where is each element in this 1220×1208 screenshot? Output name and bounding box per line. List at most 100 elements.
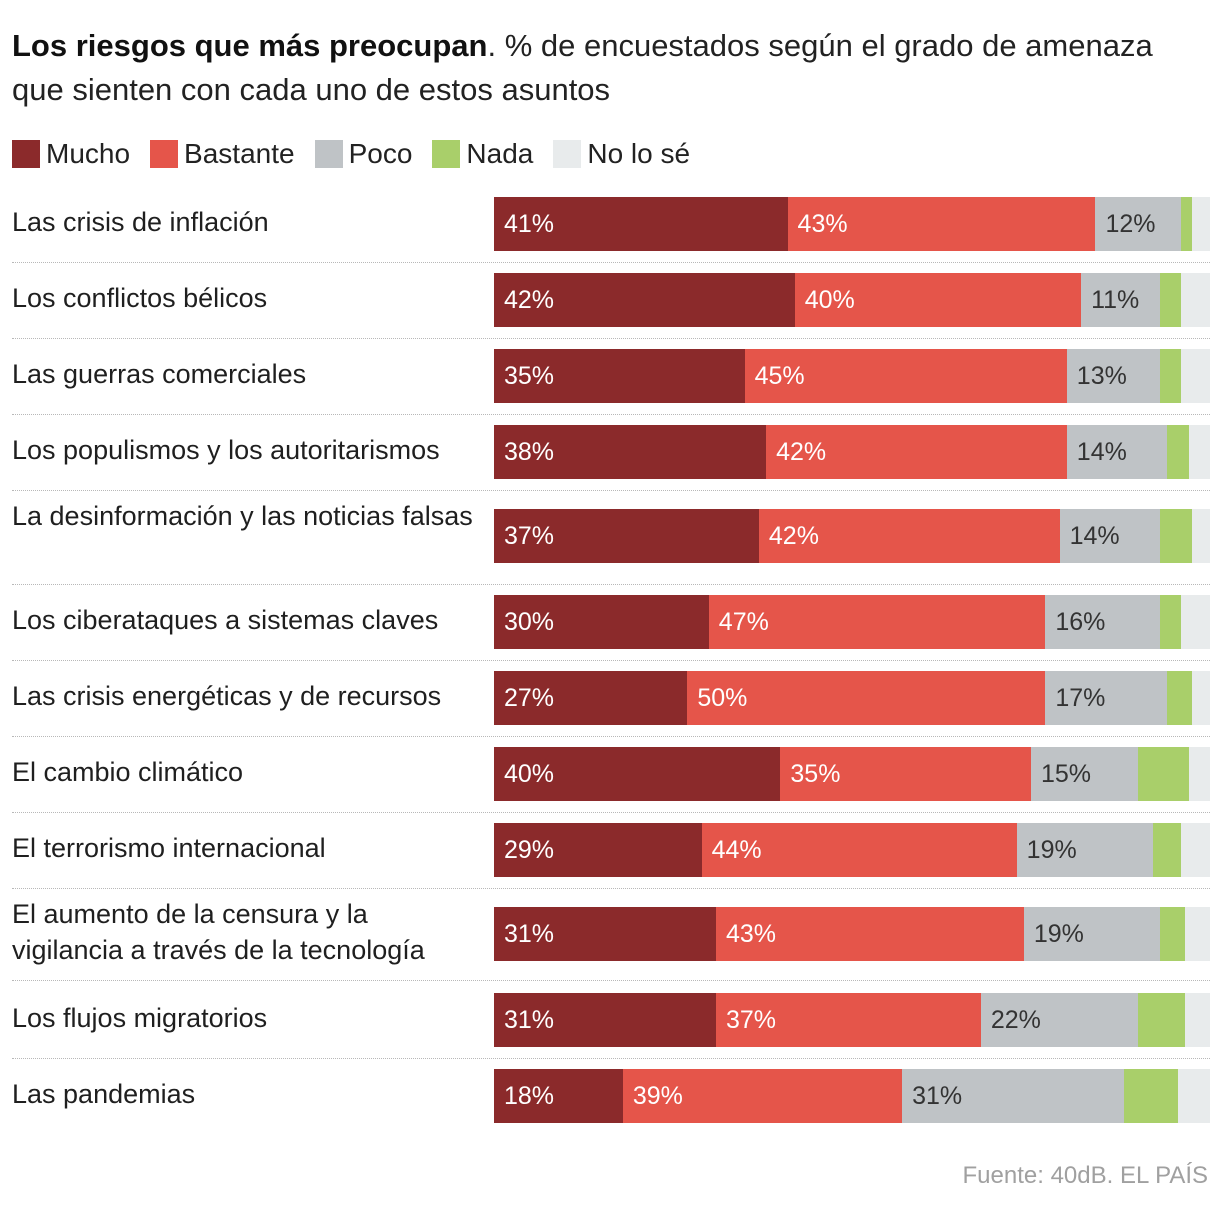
bar-segment xyxy=(1152,823,1182,877)
data-label: 31% xyxy=(504,920,555,948)
data-label: 43% xyxy=(725,920,776,948)
data-label: 41% xyxy=(504,210,555,238)
category-label: Las crisis energéticas y de recursos xyxy=(12,681,442,711)
bar-segment xyxy=(1138,747,1189,801)
data-label: 43% xyxy=(797,210,848,238)
legend-swatch xyxy=(150,140,179,168)
row-separator xyxy=(12,736,1210,737)
category-label: Los populismos y los autoritarismos xyxy=(12,435,440,465)
data-label: 16% xyxy=(1055,608,1106,636)
data-label: 12% xyxy=(1105,210,1156,238)
category-label: Las crisis de inflación xyxy=(12,207,269,237)
bar-segment xyxy=(1188,425,1210,479)
bar-segment xyxy=(1081,273,1160,327)
category-label: Los ciberataques a sistemas claves xyxy=(12,605,439,635)
bar-segment xyxy=(1023,907,1160,961)
bar-segment xyxy=(980,993,1139,1047)
bar-segment xyxy=(780,747,1031,801)
bar-segment xyxy=(1177,1069,1210,1123)
bar-segment xyxy=(1016,823,1153,877)
row-separator xyxy=(12,490,1210,491)
legend-item: Nada xyxy=(432,138,533,170)
bar-segment xyxy=(758,509,1060,563)
data-label: 19% xyxy=(1033,920,1084,948)
data-label: 27% xyxy=(504,684,555,712)
category-label: Los flujos migratorios xyxy=(12,1003,268,1033)
bar-segment xyxy=(1192,509,1210,563)
bar-segment xyxy=(715,993,981,1047)
category-label: Las guerras comerciales xyxy=(12,359,307,389)
category-label: El aumento de la censura y la vigilancia… xyxy=(12,899,425,965)
bar-segment xyxy=(494,425,767,479)
bar-segment xyxy=(794,273,1082,327)
bar-segment xyxy=(766,425,1067,479)
bar-segment xyxy=(494,273,795,327)
data-label: 31% xyxy=(504,1006,555,1034)
data-label: 37% xyxy=(504,522,555,550)
bar-segment xyxy=(1159,907,1185,961)
bar-segment xyxy=(1159,595,1182,649)
bar-segment xyxy=(494,509,759,563)
legend-item: No lo sé xyxy=(553,138,690,170)
data-label: 37% xyxy=(725,1006,776,1034)
data-label: 40% xyxy=(804,286,855,314)
bar-segment xyxy=(1181,823,1210,877)
legend-swatch xyxy=(12,140,40,168)
data-label: 18% xyxy=(504,1082,555,1110)
row-separator xyxy=(12,414,1210,415)
data-label: 40% xyxy=(504,760,555,788)
bar-segment xyxy=(1192,197,1210,251)
data-label: 42% xyxy=(768,522,819,550)
row-separator xyxy=(12,584,1210,585)
bar-segment xyxy=(701,823,1017,877)
bar-segment xyxy=(494,595,709,649)
bar-segment xyxy=(1066,425,1168,479)
bar-segment xyxy=(687,671,1046,725)
bar-segment xyxy=(1167,671,1193,725)
bar-segment xyxy=(1181,197,1193,251)
bar-segment xyxy=(1138,993,1185,1047)
bar-segment xyxy=(1124,1069,1178,1123)
bar-segment xyxy=(494,907,716,961)
data-label: 35% xyxy=(504,362,555,390)
bar-segment xyxy=(494,747,781,801)
legend-swatch xyxy=(432,140,461,168)
bar-segment xyxy=(1045,595,1160,649)
category-label: El terrorismo internacional xyxy=(12,833,326,863)
bar-segment xyxy=(708,595,1046,649)
row-separator xyxy=(12,1058,1210,1059)
bar-segment xyxy=(1159,273,1182,327)
row-separator xyxy=(12,888,1210,889)
category-label: La desinformación y las noticias falsas xyxy=(12,501,473,531)
bar-segment xyxy=(622,1069,903,1123)
legend-item: Bastante xyxy=(150,138,295,170)
bar-segment xyxy=(494,349,745,403)
bar-segment xyxy=(494,1069,623,1123)
chart-title: Los riesgos que más preocupan. % de encu… xyxy=(12,24,1212,112)
data-label: 14% xyxy=(1069,522,1120,550)
data-label: 11% xyxy=(1091,286,1140,314)
bar-segment xyxy=(902,1069,1125,1123)
legend-label: Bastante xyxy=(184,138,295,169)
row-separator xyxy=(12,338,1210,339)
bar-segment xyxy=(787,197,1096,251)
category-label: El cambio climático xyxy=(12,757,244,787)
legend-label: Nada xyxy=(466,138,534,169)
legend-item: Poco xyxy=(314,138,412,170)
data-label: 29% xyxy=(504,836,555,864)
bar-segment xyxy=(1181,273,1210,327)
data-label: 50% xyxy=(697,684,748,712)
data-label: 38% xyxy=(504,438,555,466)
bar-segment xyxy=(1192,671,1210,725)
bar-segment xyxy=(1159,509,1193,563)
bar-segment xyxy=(1031,747,1139,801)
legend-item: Mucho xyxy=(12,138,130,170)
title-bold: Los riesgos que más preocupan xyxy=(12,28,488,63)
data-label: 19% xyxy=(1026,836,1077,864)
bar-segment xyxy=(1184,907,1210,961)
bar-segment xyxy=(715,907,1024,961)
legend-label: Mucho xyxy=(46,138,131,169)
legend-swatch xyxy=(553,140,582,168)
row-separator xyxy=(12,812,1210,813)
bar-segment xyxy=(1059,509,1160,563)
